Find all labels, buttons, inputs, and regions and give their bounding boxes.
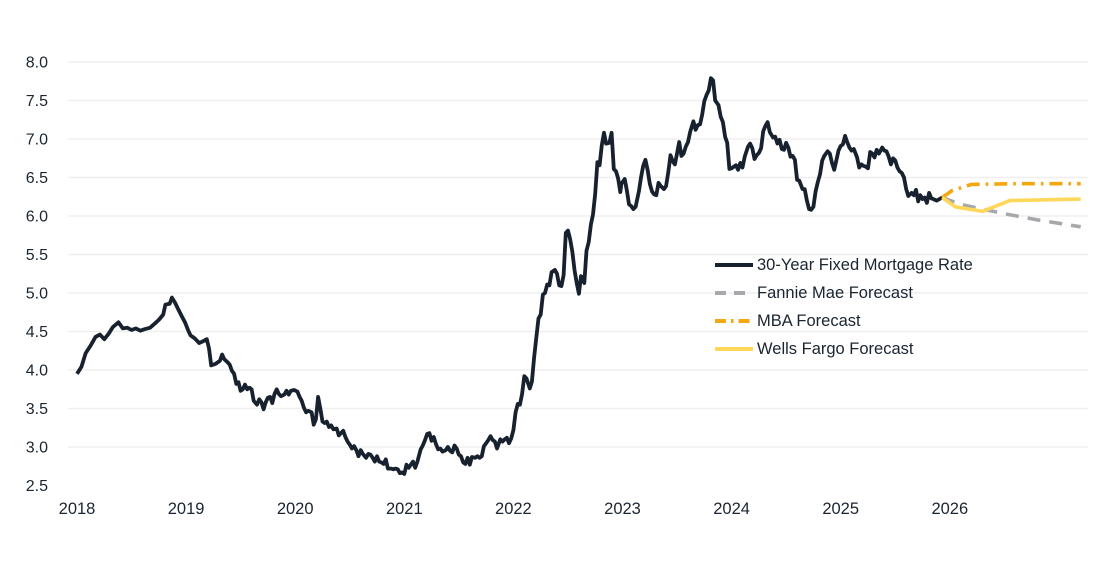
legend-item-30-year-fixed: 30-Year Fixed Mortgage Rate xyxy=(714,251,973,279)
legend-swatch-dashed-gray-icon xyxy=(715,291,753,295)
x-tick-label: 2019 xyxy=(168,500,205,518)
legend-label-fannie-mae: Fannie Mae Forecast xyxy=(757,283,913,302)
x-tick-label: 2018 xyxy=(59,500,96,518)
legend-swatch-solid-dark-icon xyxy=(715,263,753,267)
legend-item-fannie-mae: Fannie Mae Forecast xyxy=(714,279,973,307)
legend-label-wells-fargo: Wells Fargo Forecast xyxy=(757,339,914,358)
x-tick-label: 2020 xyxy=(277,500,314,518)
x-tick-label: 2025 xyxy=(822,500,859,518)
legend-label-30-year-fixed: 30-Year Fixed Mortgage Rate xyxy=(757,255,973,274)
series-line-1 xyxy=(941,195,1081,229)
legend-item-mba: MBA Forecast xyxy=(714,307,973,335)
y-tick-label: 3.5 xyxy=(26,401,48,418)
y-tick-label: 3.0 xyxy=(26,440,48,457)
x-tick-label: 2024 xyxy=(713,500,750,518)
series-line-0 xyxy=(75,76,944,476)
y-tick-label: 2.5 xyxy=(26,478,48,495)
y-tick-label: 5.5 xyxy=(26,247,48,264)
x-tick-label: 2026 xyxy=(931,500,968,518)
y-tick-label: 4.5 xyxy=(26,324,48,341)
series-line-3 xyxy=(941,196,1081,214)
x-tick-label: 2021 xyxy=(386,500,423,518)
legend-swatch-dash-dot-orange-icon xyxy=(715,319,753,323)
y-tick-label: 6.0 xyxy=(26,209,48,226)
chart-legend: 30-Year Fixed Mortgage Rate Fannie Mae F… xyxy=(714,251,973,363)
legend-label-mba: MBA Forecast xyxy=(757,311,861,330)
x-tick-label: 2023 xyxy=(604,500,641,518)
legend-item-wells-fargo: Wells Fargo Forecast xyxy=(714,335,973,363)
legend-swatch-solid-yellow-icon xyxy=(715,347,753,351)
x-tick-label: 2022 xyxy=(495,500,532,518)
y-tick-label: 4.0 xyxy=(26,363,48,380)
y-tick-label: 7.5 xyxy=(26,93,48,110)
y-tick-label: 7.0 xyxy=(26,132,48,149)
y-tick-label: 5.0 xyxy=(26,286,48,303)
y-tick-label: 6.5 xyxy=(26,170,48,187)
series-line-2 xyxy=(941,181,1081,199)
y-tick-label: 8.0 xyxy=(26,55,48,72)
